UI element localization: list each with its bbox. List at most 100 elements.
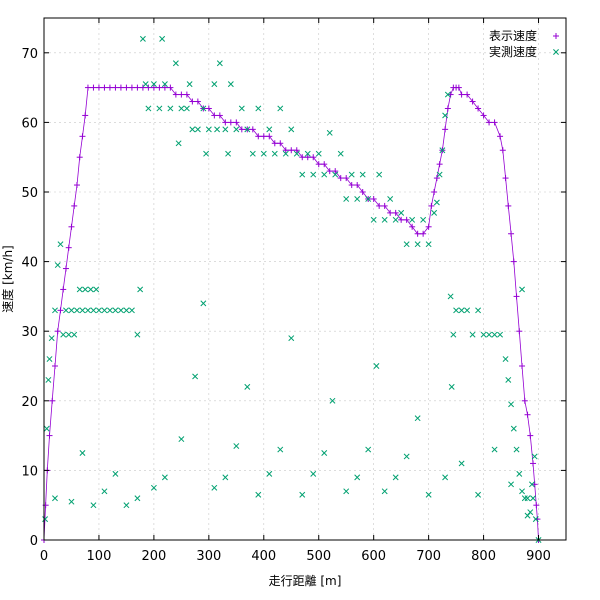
measured-speed-point	[76, 286, 83, 293]
x-tick-label: 0	[40, 549, 48, 564]
measured-speed-point	[266, 126, 273, 133]
measured-speed-point	[139, 35, 146, 42]
display-speed-point	[510, 258, 517, 265]
display-speed-point	[381, 202, 388, 209]
display-speed-point	[260, 133, 267, 140]
measured-speed-point	[123, 307, 130, 314]
display-speed-point	[293, 147, 300, 154]
display-speed-point	[73, 182, 80, 189]
y-tick-label: 0	[30, 534, 38, 549]
measured-speed-point	[128, 307, 135, 314]
display-speed-point	[310, 154, 317, 161]
display-speed-point	[431, 189, 438, 195]
measured-speed-point	[505, 376, 512, 383]
display-speed-point	[68, 223, 75, 230]
display-speed-point	[531, 481, 538, 488]
measured-speed-point	[123, 502, 130, 509]
x-tick-label: 700	[416, 549, 441, 564]
measured-speed-point	[475, 491, 482, 498]
measured-speed-point	[112, 470, 119, 477]
measured-speed-point	[271, 150, 278, 157]
display-speed-point	[428, 202, 435, 209]
measured-speed-point	[502, 356, 509, 362]
measured-speed-point	[214, 126, 221, 133]
measured-speed-point	[211, 484, 218, 491]
measured-speed-point	[205, 126, 212, 133]
measured-speed-point	[447, 293, 454, 300]
measured-speed-point	[255, 105, 262, 112]
display-speed-point	[444, 105, 451, 112]
display-speed-point	[227, 119, 234, 126]
measured-speed-point	[244, 383, 251, 390]
display-speed-point	[211, 112, 218, 119]
display-speed-point	[433, 175, 440, 182]
measured-speed-point	[491, 331, 498, 338]
ticks: 0 100 200 300 400 500 600 700 800 900 0 10 20 30 40 50 6…	[21, 18, 566, 564]
measured-speed-point	[200, 105, 207, 112]
series-display-speed	[41, 84, 542, 543]
display-speed-point	[359, 189, 366, 195]
measured-speed-point	[387, 196, 394, 202]
display-speed-line	[43, 87, 539, 541]
measured-speed-point	[211, 81, 218, 88]
display-speed-point	[282, 147, 289, 154]
measured-speed-point	[448, 383, 455, 390]
measured-speed-point	[491, 446, 498, 453]
display-speed-point	[508, 230, 515, 237]
measured-speed-point	[134, 495, 141, 502]
display-speed-point	[321, 161, 328, 168]
measured-speed-point	[425, 491, 432, 498]
display-speed-point	[117, 84, 124, 91]
measured-speed-point	[244, 126, 251, 133]
display-speed-point	[519, 363, 526, 369]
measured-speed-point	[442, 474, 449, 481]
display-speed-point	[304, 154, 311, 161]
display-speed-point	[436, 161, 443, 168]
measured-speed-point	[222, 126, 229, 133]
measured-speed-point	[249, 150, 256, 157]
measured-speed-point	[354, 196, 361, 202]
measured-speed-point	[348, 171, 355, 178]
y-tick-label: 70	[21, 47, 38, 62]
measured-speed-point	[486, 331, 493, 338]
measured-speed-point	[343, 196, 350, 202]
measured-speed-point	[513, 446, 520, 453]
measured-speed-point	[392, 216, 399, 223]
display-speed-point	[409, 223, 416, 230]
display-speed-point	[60, 286, 67, 293]
measured-speed-point	[203, 150, 210, 157]
y-axis-label: 速度 [km/h]	[0, 245, 15, 312]
measured-speed-point	[43, 425, 50, 432]
display-speed-point	[420, 230, 427, 237]
display-speed-point	[442, 126, 449, 133]
measured-speed-point	[310, 171, 317, 178]
measured-speed-point	[458, 460, 465, 467]
measured-speed-point	[381, 488, 388, 495]
measured-speed-point	[266, 470, 273, 477]
measured-speed-point	[117, 307, 124, 314]
display-speed-point	[516, 328, 523, 335]
display-speed-point	[123, 84, 130, 91]
measured-speed-point	[321, 171, 328, 178]
measured-speed-point	[433, 199, 440, 206]
plot-frame	[43, 17, 567, 541]
measured-speed-point	[42, 516, 49, 523]
measured-speed-point	[425, 241, 432, 248]
display-speed-point	[447, 91, 454, 98]
y-tick-label: 60	[21, 116, 38, 131]
measured-speed-point	[508, 481, 515, 488]
measured-speed-point	[52, 307, 58, 314]
measured-speed-point	[365, 196, 372, 202]
measured-speed-point	[343, 488, 350, 495]
measured-speed-point	[161, 81, 168, 88]
measured-speed-point	[304, 150, 311, 157]
measured-speed-point	[381, 216, 388, 223]
display-speed-point	[392, 209, 399, 216]
measured-speed-point	[516, 470, 523, 477]
measured-speed-point	[200, 300, 207, 307]
legend-marker-x	[553, 49, 559, 55]
display-speed-point	[475, 105, 482, 112]
measured-speed-point	[277, 105, 284, 112]
measured-speed-point	[453, 307, 460, 314]
